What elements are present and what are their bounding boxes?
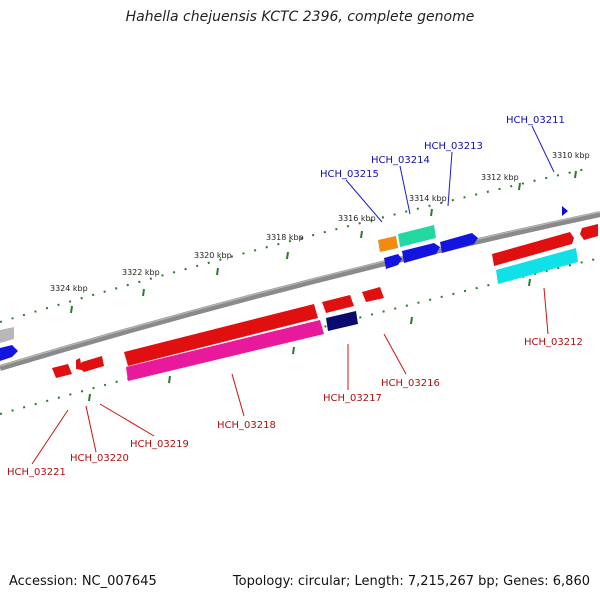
gene-label-HCH_03214[interactable]: HCH_03214 bbox=[371, 155, 430, 166]
tick-label-3322: 3322 kbp bbox=[122, 268, 160, 277]
gene-reverse-red-03219 bbox=[78, 356, 104, 372]
gene-forward-red-03212 bbox=[492, 232, 574, 266]
tick-label-3318: 3318 kbp bbox=[266, 233, 304, 242]
gene-reverse-red-arrowhead bbox=[76, 358, 82, 370]
gene-forward-gray-left bbox=[0, 327, 14, 343]
gene-forward-blue-03213 bbox=[440, 233, 478, 253]
tick-label-3310: 3310 kbp bbox=[552, 151, 590, 160]
gene-forward-blue-b bbox=[402, 243, 440, 263]
gene-reverse-red-03221 bbox=[52, 364, 72, 378]
gene-label-HCH_03211[interactable]: HCH_03211 bbox=[506, 115, 565, 126]
tick-label-3324: 3324 kbp bbox=[50, 284, 88, 293]
gene-label-HCH_03221[interactable]: HCH_03221 bbox=[7, 467, 66, 478]
gene-forward-orange-03215 bbox=[378, 236, 398, 252]
gene-forward-blue-left bbox=[0, 345, 18, 361]
genome-summary-text: Topology: circular; Length: 7,215,267 bp… bbox=[232, 574, 590, 589]
gene-reverse-red-03216 bbox=[362, 287, 384, 302]
gene-forward-teal-03214 bbox=[398, 225, 436, 247]
gene-forward-red-right bbox=[580, 224, 598, 240]
accession-text: Accession: NC_007645 bbox=[9, 574, 157, 589]
gene-forward-blue-right bbox=[562, 206, 568, 216]
gene-label-HCH_03216[interactable]: HCH_03216 bbox=[381, 378, 440, 389]
gene-reverse-magenta-03218 bbox=[126, 320, 324, 381]
gene-reverse-cyan-03212 bbox=[496, 248, 578, 284]
gene-label-HCH_03213[interactable]: HCH_03213 bbox=[424, 141, 483, 152]
tick-label-3320: 3320 kbp bbox=[194, 251, 232, 260]
gene-label-HCH_03218[interactable]: HCH_03218 bbox=[217, 420, 276, 431]
leader-lines-bottom bbox=[31, 287, 549, 465]
leader-lines-top bbox=[345, 125, 555, 223]
major-ticks-outer bbox=[70, 170, 577, 314]
tick-label-3312: 3312 kbp bbox=[481, 173, 519, 182]
genome-backbone-highlight bbox=[0, 211, 600, 367]
tick-label-3316: 3316 kbp bbox=[338, 214, 376, 223]
map-title: Hahella chejuensis KCTC 2396, complete g… bbox=[125, 9, 475, 25]
major-ticks-inner bbox=[88, 278, 531, 402]
gene-label-HCH_03212[interactable]: HCH_03212 bbox=[524, 337, 583, 348]
genome-backbone bbox=[0, 211, 600, 371]
gene-label-HCH_03217[interactable]: HCH_03217 bbox=[323, 393, 382, 404]
gene-label-HCH_03220[interactable]: HCH_03220 bbox=[70, 453, 129, 464]
outer-tick-ring bbox=[0, 167, 591, 323]
gene-label-HCH_03215[interactable]: HCH_03215 bbox=[320, 169, 379, 180]
gene-reverse-red-large bbox=[124, 304, 318, 366]
gene-label-HCH_03219[interactable]: HCH_03219 bbox=[130, 439, 189, 450]
gene-reverse-navy-03217 bbox=[326, 311, 358, 331]
tick-label-3314: 3314 kbp bbox=[409, 194, 447, 203]
gene-reverse-red-a bbox=[322, 295, 354, 313]
gene-forward-blue-a bbox=[384, 254, 402, 269]
